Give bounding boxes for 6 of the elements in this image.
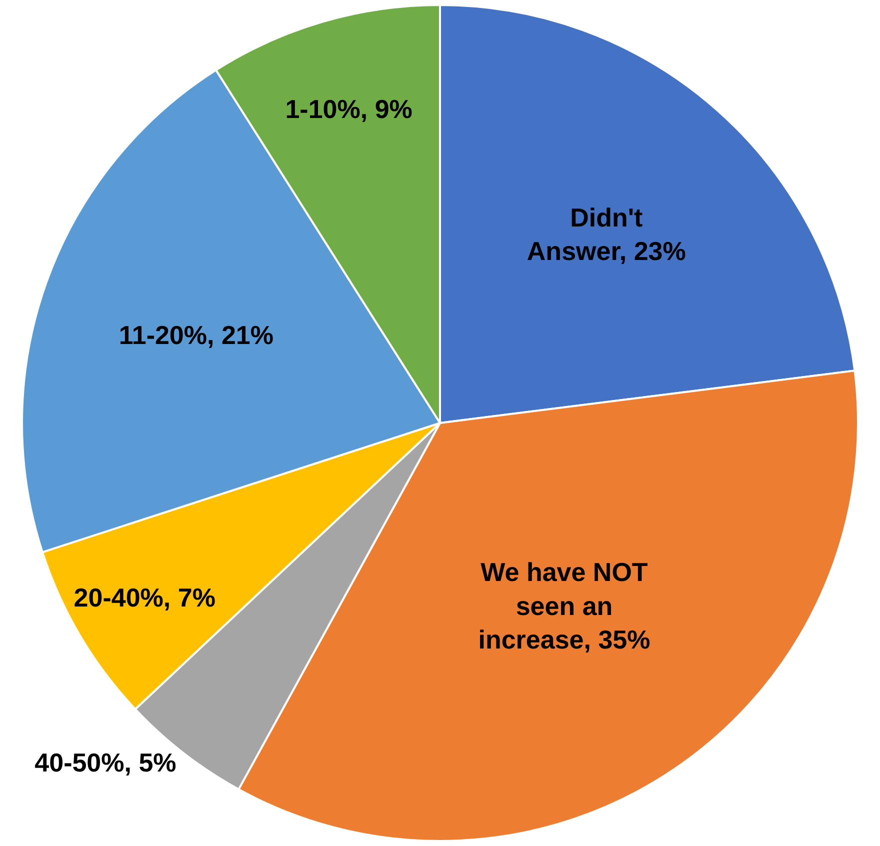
slice-label: 1-10%, 9% [285, 94, 412, 124]
slice-label: Didn't Answer, 23% [526, 202, 686, 266]
slice-label: 40-50%, 5% [34, 748, 176, 778]
slice-label: 20-40%, 7% [74, 582, 216, 613]
slice-label: 11-20%, 21% [118, 320, 274, 350]
slice-label: We have NOT seen an increase, 35% [478, 557, 650, 655]
